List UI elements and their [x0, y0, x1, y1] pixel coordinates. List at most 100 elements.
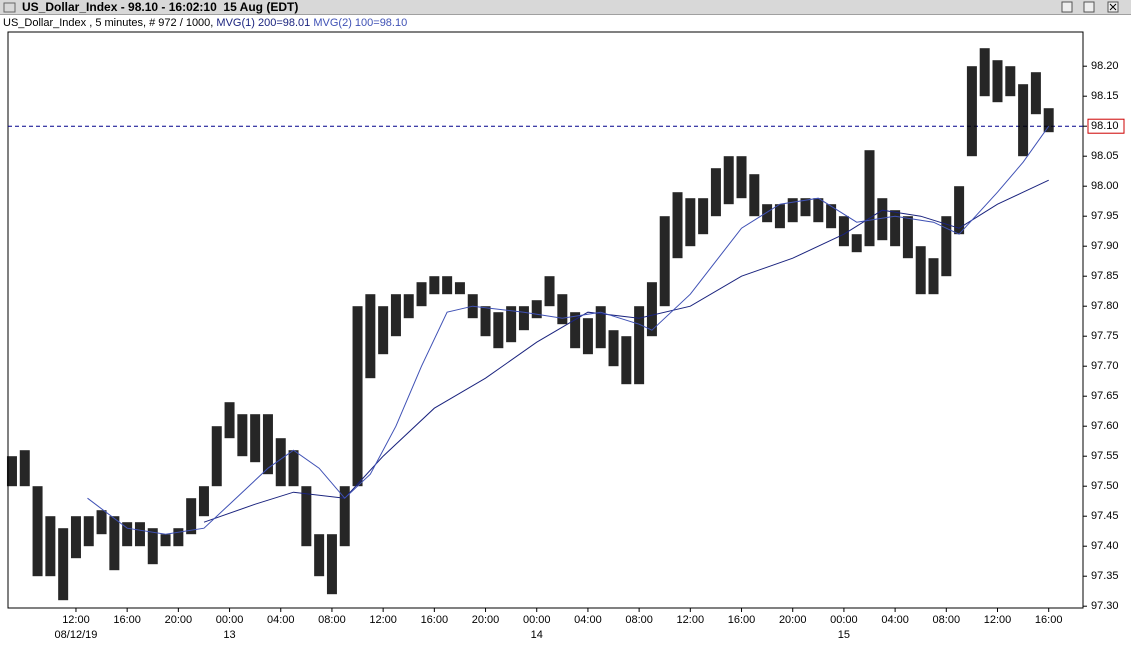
price-bar [45, 516, 56, 577]
price-bar [672, 192, 683, 259]
date-label: 15 [838, 629, 850, 641]
price-bar [83, 516, 94, 547]
window-title: US_Dollar_Index - 98.10 - 16:02:10 15 Au… [22, 0, 299, 14]
price-bar [109, 516, 120, 571]
y-tick-label: 97.80 [1091, 300, 1119, 312]
symbol-info: US_Dollar_Index , 5 minutes, # 972 / 100… [3, 17, 214, 29]
window-controls[interactable] [1058, 0, 1128, 14]
price-bar [186, 498, 197, 535]
price-bar [147, 528, 158, 565]
price-bar [941, 216, 952, 277]
price-bar [557, 294, 568, 325]
price-bar [70, 516, 81, 559]
price-bar [890, 210, 901, 247]
y-tick-label: 97.50 [1091, 480, 1119, 492]
price-bar [646, 282, 657, 337]
x-tick-label: 08:00 [318, 614, 346, 626]
chart-header: US_Dollar_Index , 5 minutes, # 972 / 100… [3, 16, 407, 30]
price-bar [531, 300, 542, 319]
price-bar [365, 294, 376, 379]
y-tick-label: 97.45 [1091, 510, 1119, 522]
price-bar [173, 528, 184, 547]
price-bar [211, 426, 222, 487]
price-bar [966, 66, 977, 157]
title-bar: US_Dollar_Index - 98.10 - 16:02:10 15 Au… [0, 0, 1131, 15]
price-bar [1030, 72, 1041, 115]
price-bar [864, 150, 875, 247]
y-tick-label: 97.70 [1091, 360, 1119, 372]
price-bar [992, 60, 1003, 103]
price-bar [710, 168, 721, 217]
x-tick-label: 20:00 [165, 614, 193, 626]
y-tick-label: 97.30 [1091, 600, 1119, 612]
price-bar [915, 246, 926, 295]
price-bar [928, 258, 939, 295]
price-bar [96, 510, 107, 535]
price-bar [800, 198, 811, 217]
price-bar [250, 414, 261, 463]
x-tick-label: 12:00 [984, 614, 1012, 626]
price-bar [544, 276, 555, 307]
ma-legend: MVG(1) 200=98.01 [216, 17, 311, 29]
price-bar [339, 486, 350, 547]
plot-frame [7, 31, 1084, 609]
price-bar [851, 234, 862, 253]
x-tick-label: 00:00 [523, 614, 551, 626]
ma-legend: MVG(2) 100=98.10 [313, 17, 408, 29]
y-tick-label: 97.35 [1091, 570, 1119, 582]
price-bar [826, 204, 837, 229]
price-bar [838, 216, 849, 247]
x-tick-label: 16:00 [1035, 614, 1063, 626]
price-bar [288, 450, 299, 487]
window-icon [3, 2, 16, 13]
price-bar [787, 198, 798, 223]
date-label: 14 [531, 629, 543, 641]
price-bar [659, 216, 670, 307]
x-tick-label: 04:00 [881, 614, 909, 626]
y-tick-label: 98.05 [1091, 150, 1119, 162]
x-tick-label: 12:00 [62, 614, 90, 626]
price-bar [685, 198, 696, 247]
y-tick-label: 98.00 [1091, 180, 1119, 192]
price-bar [275, 438, 286, 487]
price-bar [1018, 84, 1029, 157]
price-bar [58, 528, 69, 601]
price-bar [454, 282, 465, 295]
x-tick-label: 00:00 [830, 614, 858, 626]
price-label-box [1087, 118, 1125, 134]
price-bar [352, 306, 363, 487]
y-tick-label: 97.90 [1091, 240, 1119, 252]
price-bar [390, 294, 401, 337]
price-bar [237, 414, 248, 457]
moving-average [203, 179, 1049, 523]
price-bar [954, 186, 965, 235]
price-bar [378, 306, 389, 355]
price-bar [902, 216, 913, 259]
price-bar [301, 486, 312, 547]
price-bar [403, 294, 414, 319]
price-bar [326, 534, 337, 595]
price-bar [634, 306, 645, 385]
y-tick-label: 97.75 [1091, 330, 1119, 342]
price-bar [582, 318, 593, 355]
price-label: 98.10 [1091, 120, 1119, 132]
price-bar [877, 198, 888, 241]
y-tick-label: 97.40 [1091, 540, 1119, 552]
price-bar [6, 456, 17, 487]
x-tick-label: 16:00 [728, 614, 756, 626]
price-bar [698, 198, 709, 235]
price-bar [570, 312, 581, 349]
y-tick-label: 98.15 [1091, 90, 1119, 102]
price-bar [224, 402, 235, 439]
moving-average [87, 125, 1050, 535]
y-tick-label: 97.60 [1091, 420, 1119, 432]
price-bar [134, 522, 145, 547]
y-tick-label: 98.10 [1091, 120, 1119, 132]
price-bar [813, 198, 824, 223]
price-bar [19, 450, 30, 487]
price-bar [1005, 66, 1016, 97]
price-bar [416, 282, 427, 307]
price-bar [442, 276, 453, 295]
